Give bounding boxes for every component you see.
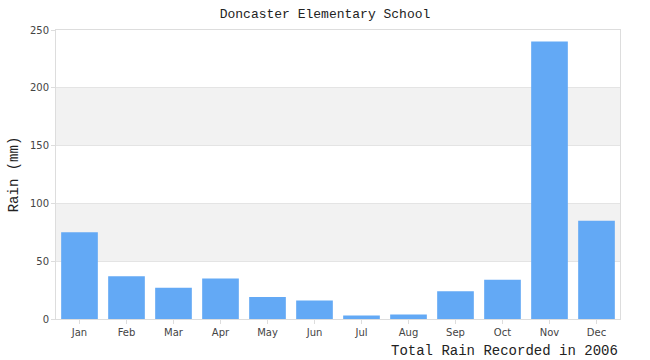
svg-text:Jan: Jan	[71, 327, 87, 338]
svg-text:250: 250	[30, 25, 49, 36]
svg-text:Feb: Feb	[118, 327, 136, 338]
svg-text:Rain (mm): Rain (mm)	[6, 137, 22, 213]
svg-text:Oct: Oct	[494, 327, 511, 338]
svg-text:Jun: Jun	[306, 327, 323, 338]
svg-text:May: May	[257, 327, 278, 338]
svg-text:Mar: Mar	[164, 327, 184, 338]
svg-text:Sep: Sep	[446, 327, 465, 338]
svg-text:100: 100	[30, 198, 49, 209]
svg-text:Apr: Apr	[212, 327, 230, 338]
svg-text:Nov: Nov	[540, 327, 560, 338]
svg-text:Jul: Jul	[354, 327, 367, 338]
svg-text:Aug: Aug	[399, 327, 419, 338]
svg-text:Doncaster Elementary School: Doncaster Elementary School	[220, 7, 431, 22]
svg-text:200: 200	[30, 82, 49, 93]
svg-text:50: 50	[36, 256, 49, 267]
svg-text:Dec: Dec	[587, 327, 606, 338]
svg-text:Total Rain Recorded in 2006: Total Rain Recorded in 2006	[391, 343, 618, 359]
svg-text:150: 150	[30, 140, 49, 151]
svg-text:0: 0	[43, 314, 49, 325]
